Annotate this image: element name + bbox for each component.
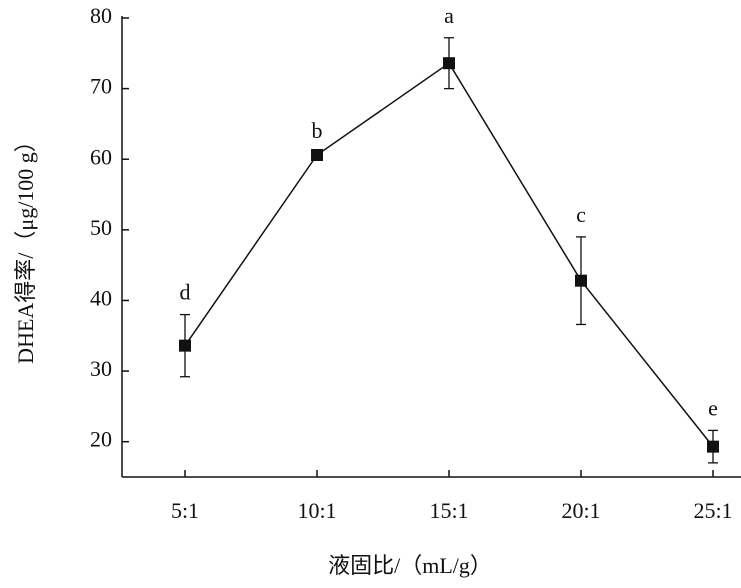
y-tick-label: 80: [90, 3, 112, 28]
annotation: d: [180, 280, 191, 305]
x-axis-label: 液固比/（mL/g）: [328, 553, 492, 578]
annotation: a: [444, 3, 454, 28]
y-tick-label: 40: [90, 286, 112, 311]
y-tick-label: 20: [90, 427, 112, 452]
point: [179, 339, 191, 352]
y-axis-label: DHEA得率/（μg/100 g）: [13, 130, 38, 364]
line: [184, 62, 714, 448]
point: [311, 148, 323, 161]
x-tick-label: 20:1: [561, 498, 600, 523]
y-tick-label: 50: [90, 215, 112, 240]
x-tick-label: 10:1: [297, 498, 336, 523]
x-tick-label: 15:1: [429, 498, 468, 523]
annotation: c: [576, 202, 586, 227]
y-tick-label: 60: [90, 144, 112, 169]
y-tick-label: 30: [90, 356, 112, 381]
point: [443, 57, 455, 70]
annotation: b: [312, 118, 323, 143]
y-tick-label: 70: [90, 74, 112, 99]
x-tick-label: 5:1: [171, 498, 199, 523]
annotation: e: [708, 395, 718, 420]
point: [575, 274, 587, 287]
x-tick-label: 25:1: [693, 498, 732, 523]
point: [707, 440, 719, 453]
